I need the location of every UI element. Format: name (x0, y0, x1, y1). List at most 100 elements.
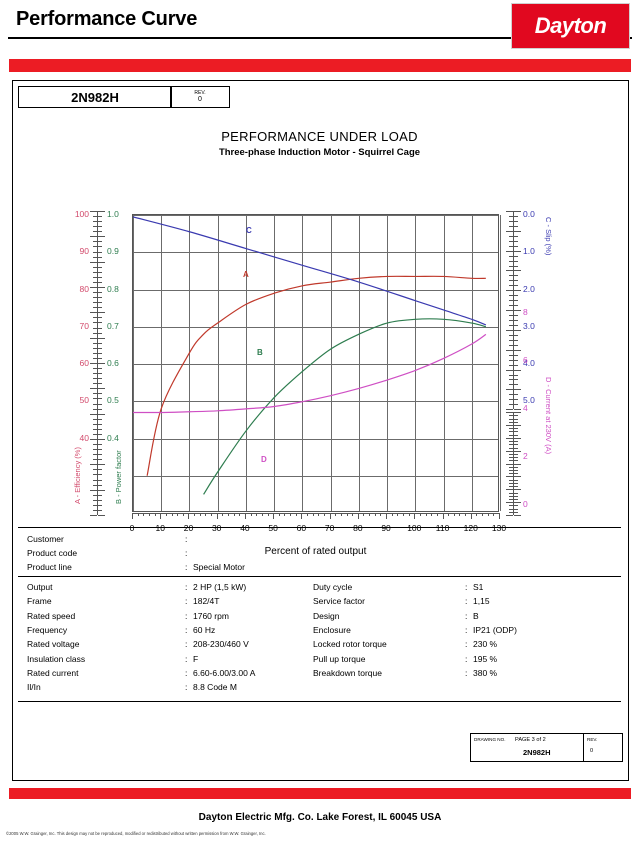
title-block-rev-value: 0 (590, 748, 594, 754)
axis-tick (93, 403, 97, 405)
gridline-horizontal (133, 401, 498, 403)
axis-tick (98, 347, 102, 349)
axis-tick (93, 368, 97, 370)
axis-tick (93, 499, 97, 501)
axis-tick (509, 418, 513, 420)
axis-tick (509, 460, 513, 462)
curve-label-a: A (243, 270, 249, 279)
axis-tick (514, 305, 518, 307)
axis-tick (506, 502, 513, 504)
axis-tick (509, 354, 513, 356)
axis-tick (98, 221, 102, 223)
x-tick (346, 513, 348, 516)
axis-tick (514, 275, 518, 277)
axis-tick (509, 225, 513, 227)
spec-row-left-separator: : (185, 624, 188, 635)
axis-tick (514, 502, 521, 504)
axis-tick (506, 211, 513, 212)
gridline-horizontal (133, 475, 498, 477)
axis-tick (90, 489, 97, 491)
axis-tick (98, 378, 102, 380)
revision-label: REV. (194, 89, 206, 96)
spec-row-left-separator: : (185, 610, 188, 621)
spec-row-right-value: 1,15 (473, 596, 490, 607)
axis-tick-label: 8 (523, 306, 528, 317)
axis-tick (98, 271, 102, 273)
chart-title: PERFORMANCE UNDER LOAD (221, 129, 418, 144)
spec-row-right-separator: : (465, 653, 468, 664)
x-tick (436, 513, 438, 516)
axis-tick (514, 374, 518, 376)
axis-tick (514, 412, 521, 414)
model-number-box: 2N982H (18, 86, 172, 108)
axis-tick (509, 473, 513, 475)
axis-tick (93, 423, 97, 425)
axis-tick (93, 444, 97, 446)
x-tick (160, 513, 162, 519)
x-tick (182, 513, 184, 516)
axis-tick (514, 349, 521, 351)
axis-tick (514, 364, 518, 366)
axis-tick (506, 409, 513, 411)
x-tick (301, 513, 303, 519)
axis-tick (93, 246, 97, 248)
x-tick (425, 513, 427, 516)
axis-tick (514, 515, 521, 516)
axis-tick (509, 434, 513, 436)
axis-tick (509, 421, 513, 423)
axis-tick (514, 354, 518, 356)
axis-tick (514, 511, 518, 513)
gridline-horizontal (133, 215, 498, 216)
axis-tick (514, 470, 518, 471)
spec-row-left-value: 182/4T (193, 596, 220, 607)
axis-tick (93, 297, 97, 299)
spec-divider-mid (18, 576, 621, 577)
axis-tick (93, 256, 97, 258)
axis-tick (98, 317, 102, 319)
axis-tick-label: 2.0 (523, 283, 535, 294)
axis-tick (93, 428, 97, 430)
axis-tick (98, 342, 102, 344)
axis-tick (93, 276, 97, 278)
axis-tick (93, 504, 97, 506)
header-divider (8, 37, 632, 39)
axis-tick (93, 231, 97, 233)
axis-tick-label: 0.6 (107, 358, 119, 368)
axis-tick (514, 285, 518, 287)
spec-row-left-value: 1760 rpm (193, 610, 229, 621)
axis-tick (514, 260, 518, 262)
x-tick (171, 513, 173, 516)
spec-row-right-value: 380 % (473, 667, 498, 678)
axis-tick (514, 409, 521, 411)
axis-tick (509, 444, 513, 446)
axis-tick (90, 388, 97, 390)
footer-copyright: ©2005 W.W. Grainger, Inc. This design ma… (6, 831, 266, 836)
axis-tick (98, 327, 102, 329)
axis-tick (509, 495, 513, 497)
axis-tick (514, 270, 521, 272)
axis-tick (98, 297, 102, 299)
gridline-vertical (415, 215, 417, 511)
spec-row-left-separator: : (185, 653, 188, 664)
axis-tick (93, 494, 97, 496)
axis-tick (93, 317, 97, 319)
spec-row-left-key: Rated voltage (27, 639, 80, 650)
axis-tick (509, 245, 513, 247)
spec-row-left-separator: : (185, 596, 188, 607)
axis-tick (509, 275, 513, 277)
axis-tick (90, 312, 97, 314)
axis-tick (98, 393, 102, 395)
axis-tick-label: 60 (79, 358, 89, 368)
axis-tick (98, 439, 105, 440)
drawing-no-label: DRAWING NO. (474, 737, 506, 742)
spec-row-right-separator: : (465, 610, 468, 621)
axis-tick (509, 482, 513, 484)
customer-row-key: Product line (27, 562, 72, 572)
axis-tick (506, 437, 513, 439)
axis-tick (98, 368, 102, 370)
axis-tick (509, 240, 513, 242)
x-tick (290, 513, 292, 516)
title-block-rev-cell: REV. 0 (583, 734, 621, 761)
axis-tick (98, 322, 102, 324)
